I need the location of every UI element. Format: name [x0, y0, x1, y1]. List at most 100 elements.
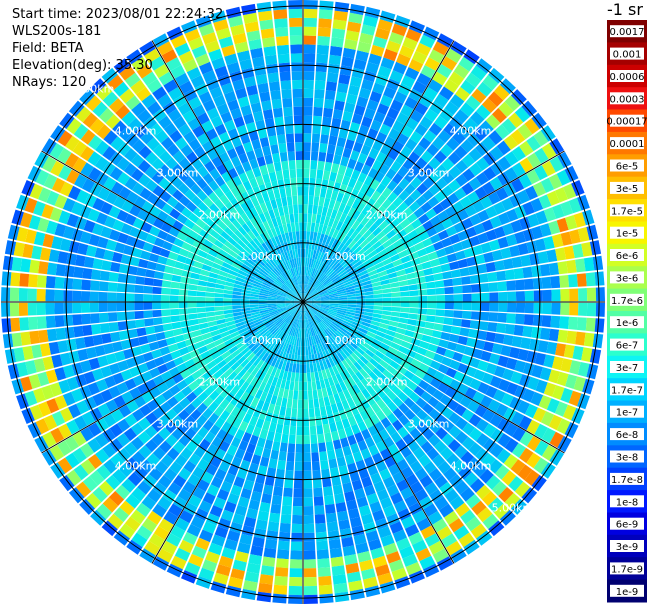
beta-gate-cell — [273, 328, 281, 337]
beta-gate-cell — [406, 349, 417, 359]
beta-gate-cell — [235, 504, 248, 517]
beta-gate-cell — [103, 413, 117, 428]
beta-gate-cell — [270, 503, 281, 514]
beta-gate-cell — [113, 395, 126, 408]
beta-gate-cell — [311, 303, 321, 307]
beta-gate-cell — [80, 291, 91, 302]
beta-gate-cell — [279, 522, 291, 533]
beta-gate-cell — [138, 445, 152, 459]
beta-gate-cell — [408, 343, 419, 353]
beta-gate-cell — [271, 327, 280, 335]
beta-gate-cell — [225, 320, 236, 327]
beta-gate-cell — [164, 330, 175, 339]
beta-gate-cell — [303, 550, 316, 560]
colorbar-tick-label: 6e-7 — [616, 341, 639, 352]
beta-gate-cell — [171, 321, 182, 330]
beta-gate-cell — [283, 313, 291, 321]
beta-gate-cell — [543, 354, 555, 368]
beta-gate-cell — [20, 331, 31, 346]
beta-gate-cell — [249, 434, 259, 446]
beta-gate-cell — [526, 436, 541, 452]
beta-gate-cell — [271, 495, 282, 506]
beta-gate-cell — [134, 310, 144, 320]
beta-gate-cell — [469, 320, 480, 330]
beta-gate-cell — [473, 369, 486, 381]
beta-gate-cell — [178, 302, 188, 309]
beta-gate-cell — [526, 419, 540, 435]
beta-gate-cell — [410, 338, 422, 347]
beta-gate-cell — [428, 468, 443, 482]
colorbar-tick-label: 0.0017 — [610, 27, 645, 38]
beta-gate-cell — [291, 532, 303, 542]
beta-gate-cell — [328, 357, 336, 367]
beta-gate-cell — [304, 310, 307, 320]
beta-gate-cell — [250, 309, 260, 313]
beta-gate-cell — [173, 356, 185, 367]
beta-gate-cell — [97, 355, 109, 368]
beta-gate-cell — [125, 302, 135, 311]
beta-gate-cell — [328, 325, 336, 334]
beta-gate-cell — [242, 432, 252, 443]
beta-gate-cell — [25, 360, 37, 375]
beta-gate-cell — [187, 290, 197, 297]
beta-gate-cell — [382, 338, 393, 347]
beta-gate-cell — [304, 310, 306, 320]
beta-gate-cell — [333, 318, 343, 325]
beta-gate-cell — [190, 421, 202, 433]
beta-gate-cell — [520, 337, 531, 350]
beta-gate-cell — [440, 332, 451, 341]
beta-gate-cell — [347, 304, 357, 308]
beta-gate-cell — [303, 470, 312, 480]
beta-gate-cell — [239, 533, 253, 546]
beta-gate-cell — [282, 370, 288, 381]
beta-gate-cell — [292, 309, 299, 317]
beta-gate-cell — [321, 341, 327, 351]
beta-gate-cell — [408, 391, 420, 403]
beta-gate-cell — [372, 354, 382, 364]
beta-gate-cell — [306, 355, 310, 365]
beta-gate-cell — [183, 460, 197, 473]
beta-gate-cell — [174, 334, 185, 343]
beta-gate-cell — [298, 319, 302, 329]
beta-gate-cell — [314, 505, 325, 515]
beta-gate-cell — [307, 309, 314, 317]
beta-gate-cell — [271, 314, 280, 320]
beta-gate-cell — [389, 316, 400, 322]
beta-gate-cell — [386, 329, 396, 337]
beta-gate-cell — [249, 415, 259, 427]
beta-gate-cell — [140, 459, 154, 474]
beta-gate-cell — [228, 327, 238, 335]
beta-gate-cell — [410, 358, 422, 369]
beta-gate-cell — [169, 302, 179, 309]
beta-gate-cell — [485, 331, 496, 342]
beta-gate-cell — [22, 345, 34, 361]
beta-gate-cell — [190, 409, 202, 421]
beta-gate-cell — [307, 381, 312, 391]
beta-gate-cell — [348, 580, 363, 592]
beta-gate-cell — [315, 531, 328, 542]
beta-gate-cell — [267, 355, 275, 366]
beta-gate-cell — [453, 310, 463, 319]
beta-gate-cell — [320, 460, 329, 470]
beta-gate-cell — [130, 509, 146, 525]
beta-gate-cell — [292, 363, 297, 373]
colorbar-tick-label: 1.7e-8 — [611, 475, 643, 486]
beta-gate-cell — [297, 399, 303, 409]
beta-gate-cell — [339, 371, 348, 381]
beta-gate-cell — [332, 345, 340, 354]
beta-gate-cell — [180, 447, 193, 460]
beta-gate-cell — [299, 364, 303, 374]
beta-gate-cell — [149, 467, 163, 481]
beta-gate-cell — [187, 364, 199, 375]
beta-gate-cell — [140, 371, 153, 383]
beta-gate-cell — [163, 468, 178, 482]
beta-gate-cell — [280, 311, 289, 318]
beta-gate-cell — [477, 360, 489, 372]
beta-gate-cell — [224, 501, 237, 513]
beta-gate-cell — [102, 443, 117, 458]
beta-gate-cell — [216, 428, 228, 441]
beta-gate-cell — [112, 372, 125, 385]
beta-gate-cell — [45, 369, 58, 384]
beta-gate-cell — [369, 324, 379, 331]
beta-gate-cell — [305, 328, 309, 338]
